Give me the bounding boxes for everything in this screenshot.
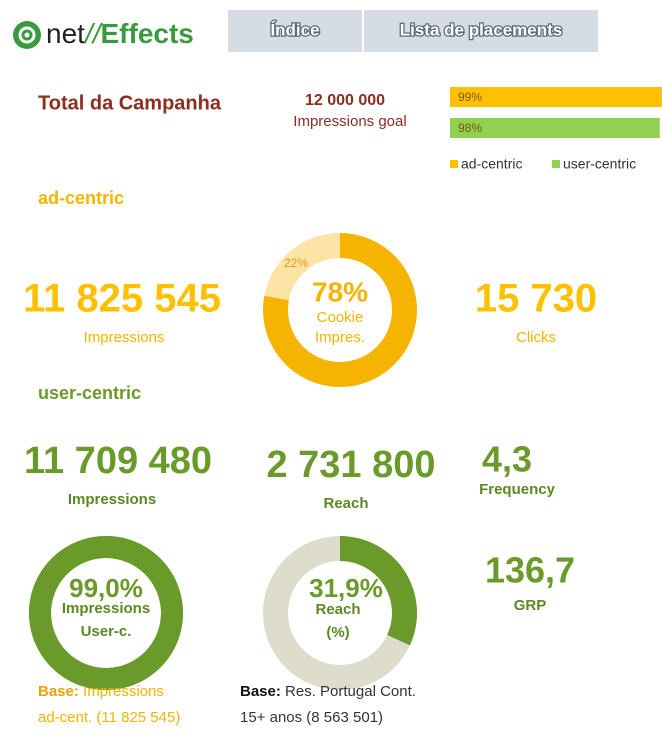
kpi-label: Impressions	[68, 491, 156, 508]
donut	[263, 536, 417, 690]
base-note: Base: Res. Portugal Cont.	[240, 683, 416, 700]
donut-caption: (%)	[326, 624, 349, 641]
base-label: Base:	[38, 683, 79, 700]
progress-bar	[450, 87, 662, 107]
logo-net: net	[46, 18, 85, 49]
bar-label: 98%	[458, 121, 482, 135]
bar-label: 99%	[458, 90, 482, 104]
base-text: Impressions	[83, 683, 164, 700]
logo-text: net//Effects	[46, 18, 194, 49]
campaign-title: Total da Campanha	[38, 92, 222, 114]
donut-value: 78%	[312, 276, 368, 307]
kpi-value: 4,3	[482, 439, 532, 480]
donut	[263, 233, 417, 387]
legend-label: ad-centric	[461, 156, 522, 172]
kpi-label: GRP	[514, 597, 547, 614]
logo-icon-swirl	[18, 26, 36, 44]
donut-segment	[340, 536, 417, 646]
kpi-value: 15 730	[475, 277, 597, 321]
donut-segment	[263, 233, 417, 387]
section-title: user-centric	[38, 383, 141, 403]
donut-segment	[264, 233, 340, 301]
tab[interactable]: Índice	[269, 19, 321, 41]
donut-caption: Reach	[315, 601, 360, 618]
donut-caption: Impressions	[62, 600, 150, 617]
goal-value: 12 000 000	[305, 92, 385, 109]
donut-value: 99,0%	[69, 573, 143, 603]
logo: net//Effects	[13, 18, 194, 49]
donut-value: 22%	[284, 256, 308, 270]
kpi-value: 136,7	[485, 550, 575, 591]
legend-swatch	[450, 160, 458, 168]
kpi-value: 2 731 800	[266, 444, 435, 486]
donut-caption: Impres.	[315, 329, 365, 346]
kpi-label: Frequency	[479, 481, 556, 498]
tab-bg[interactable]	[364, 10, 598, 52]
donut-caption: User-c.	[81, 623, 132, 640]
legend-swatch	[552, 160, 560, 168]
logo-slashes: //	[83, 18, 104, 49]
tab[interactable]: Lista de placements	[398, 19, 563, 41]
section-title: ad-centric	[38, 188, 124, 208]
base-note: Base: Impressions	[38, 683, 164, 700]
donut-caption: Cookie	[317, 309, 364, 326]
base-label: Base:	[240, 683, 281, 700]
donut-value: 31,9%	[309, 573, 383, 603]
logo-effects: Effects	[101, 18, 194, 49]
kpi-label: Clicks	[516, 329, 556, 346]
legend-label: user-centric	[563, 156, 636, 172]
base-text: 15+ anos (8 563 501)	[240, 709, 383, 726]
kpi-value: 11 709 480	[24, 440, 212, 482]
tab-bg[interactable]	[228, 10, 362, 52]
donut	[28, 536, 183, 691]
base-text: ad-cent. (11 825 545)	[38, 709, 180, 726]
kpi-label: Reach	[323, 495, 368, 512]
base-text: Res. Portugal Cont.	[285, 683, 416, 700]
goal-label: Impressions goal	[293, 113, 406, 130]
progress-bars: 99% ad-centric 98% user-centric	[450, 87, 662, 172]
logo-icon-dot	[24, 32, 30, 38]
kpi-value: 11 825 545	[23, 277, 221, 321]
kpi-label: Impressions	[84, 329, 165, 346]
progress-bar	[450, 118, 660, 138]
